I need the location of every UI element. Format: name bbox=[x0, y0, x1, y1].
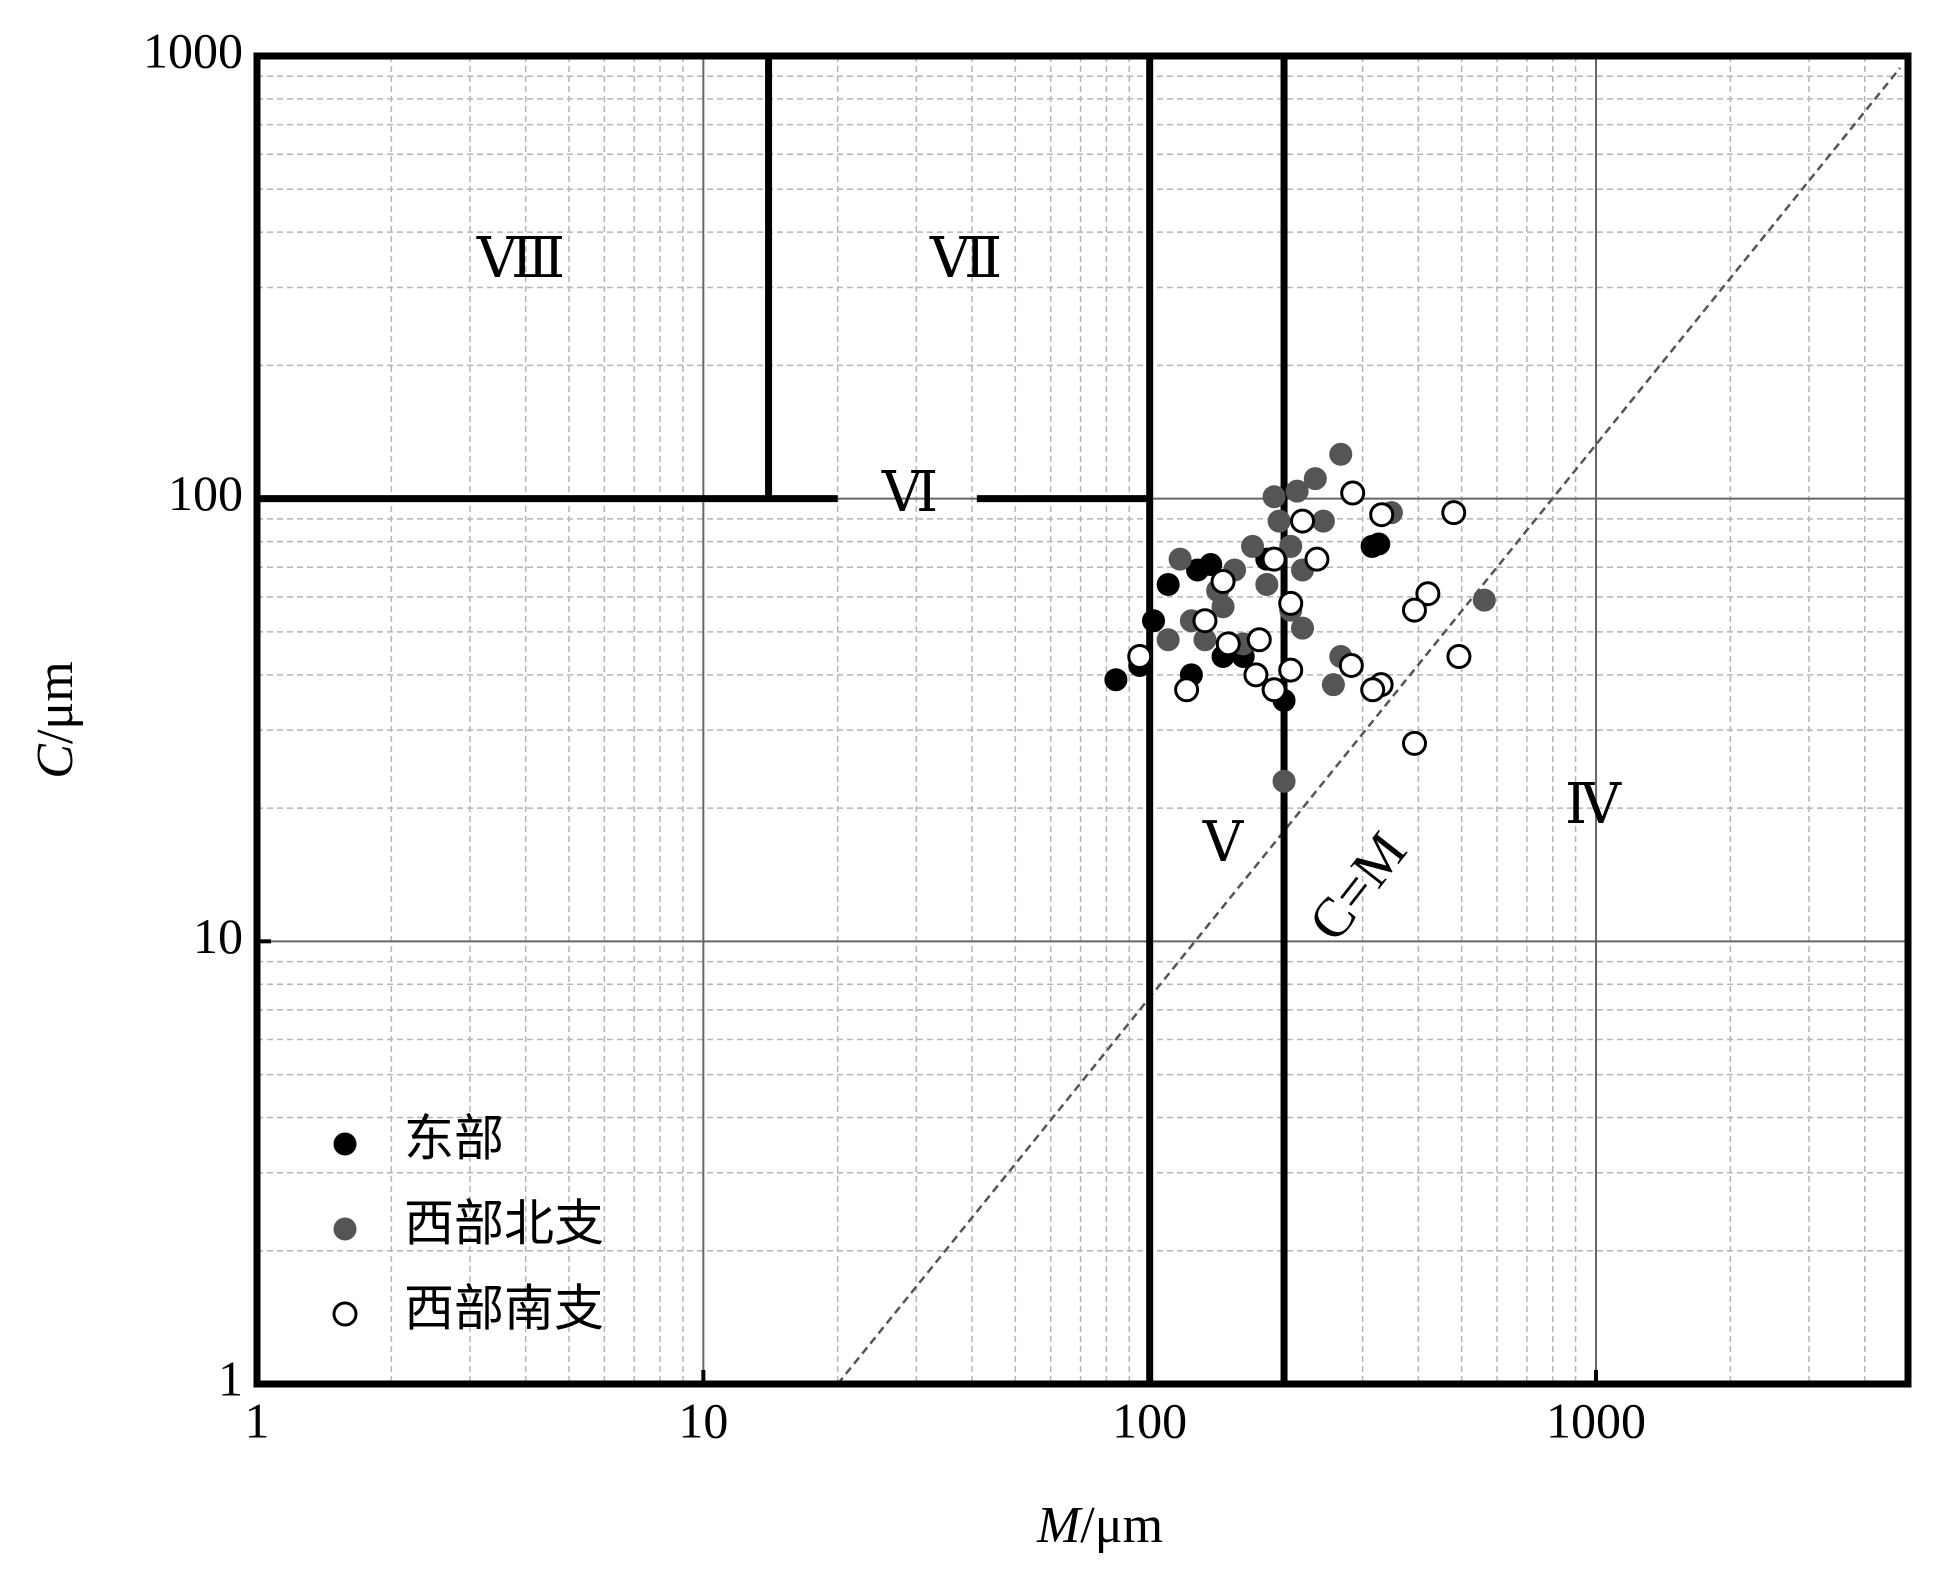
data-point bbox=[1104, 668, 1128, 692]
zone-label: Ⅳ bbox=[1565, 774, 1622, 836]
data-point bbox=[1243, 662, 1269, 688]
zone-label: Ⅴ bbox=[1202, 812, 1245, 874]
x-label-unit: /μm bbox=[1080, 1497, 1163, 1554]
x-label-var: M bbox=[1036, 1497, 1083, 1554]
x-tick-label: 1000 bbox=[1546, 1392, 1646, 1448]
data-point bbox=[1127, 643, 1153, 669]
y-axis-label: C/μm bbox=[27, 661, 84, 778]
data-point bbox=[1285, 479, 1309, 503]
x-axis-label: M/μm bbox=[1036, 1497, 1163, 1554]
data-point bbox=[1142, 609, 1166, 633]
data-point bbox=[1278, 657, 1304, 683]
y-tick-label: 1 bbox=[218, 1350, 243, 1406]
legend-marker bbox=[333, 1132, 357, 1156]
reference-line bbox=[836, 67, 1902, 1385]
legend-marker bbox=[333, 1217, 357, 1241]
data-point bbox=[1338, 652, 1364, 678]
legend-label: 西部北支 bbox=[404, 1195, 604, 1251]
y-tick-label: 1000 bbox=[143, 22, 243, 78]
zone-label: Ⅷ bbox=[476, 228, 565, 290]
data-point bbox=[1360, 677, 1386, 703]
data-point bbox=[1192, 608, 1218, 634]
data-point bbox=[1272, 769, 1296, 793]
legend-marker bbox=[332, 1301, 358, 1327]
data-point bbox=[1262, 485, 1286, 509]
zone-label: Ⅶ bbox=[929, 228, 1002, 290]
data-point bbox=[1168, 547, 1192, 571]
data-point bbox=[1255, 572, 1279, 596]
y-label-var: C bbox=[27, 743, 84, 779]
data-point bbox=[1369, 502, 1395, 528]
y-tick-label: 10 bbox=[193, 908, 243, 964]
data-point bbox=[1267, 509, 1291, 533]
data-point bbox=[1210, 568, 1236, 594]
data-point bbox=[1367, 532, 1391, 556]
x-tick-label: 100 bbox=[1112, 1392, 1187, 1448]
data-point bbox=[1156, 572, 1180, 596]
x-tick-label: 10 bbox=[678, 1392, 728, 1448]
y-tick-label: 100 bbox=[168, 465, 243, 521]
data-point bbox=[1401, 730, 1427, 756]
data-point bbox=[1303, 467, 1327, 491]
data-point bbox=[1278, 590, 1304, 616]
reference-label: C=M bbox=[1297, 821, 1419, 953]
data-point bbox=[1261, 546, 1287, 572]
data-point bbox=[1261, 677, 1287, 703]
data-point bbox=[1241, 534, 1265, 558]
data-point bbox=[1446, 643, 1472, 669]
data-point bbox=[1401, 597, 1427, 623]
plot-frame bbox=[253, 52, 1912, 1388]
data-point bbox=[1321, 673, 1345, 697]
data-point bbox=[1472, 588, 1496, 612]
data-point bbox=[1415, 581, 1441, 607]
data-point bbox=[1215, 631, 1241, 657]
zone-label: Ⅵ bbox=[881, 462, 938, 524]
data-point bbox=[1174, 677, 1200, 703]
legend-label: 西部南支 bbox=[404, 1280, 604, 1336]
data-point bbox=[1186, 558, 1210, 582]
data-point bbox=[1211, 595, 1235, 619]
data-point bbox=[1311, 509, 1335, 533]
data-point bbox=[1279, 534, 1303, 558]
data-point bbox=[1329, 442, 1353, 466]
data-point bbox=[1441, 500, 1467, 526]
legend-label: 东部 bbox=[404, 1110, 504, 1166]
data-point bbox=[1290, 508, 1316, 534]
y-label-unit: /μm bbox=[27, 661, 84, 744]
data-point bbox=[1304, 546, 1330, 572]
data-point bbox=[1340, 480, 1366, 506]
data-point bbox=[1291, 616, 1315, 640]
data-point bbox=[1156, 628, 1180, 652]
x-tick-label: 1 bbox=[245, 1392, 270, 1448]
data-point bbox=[1246, 627, 1272, 653]
